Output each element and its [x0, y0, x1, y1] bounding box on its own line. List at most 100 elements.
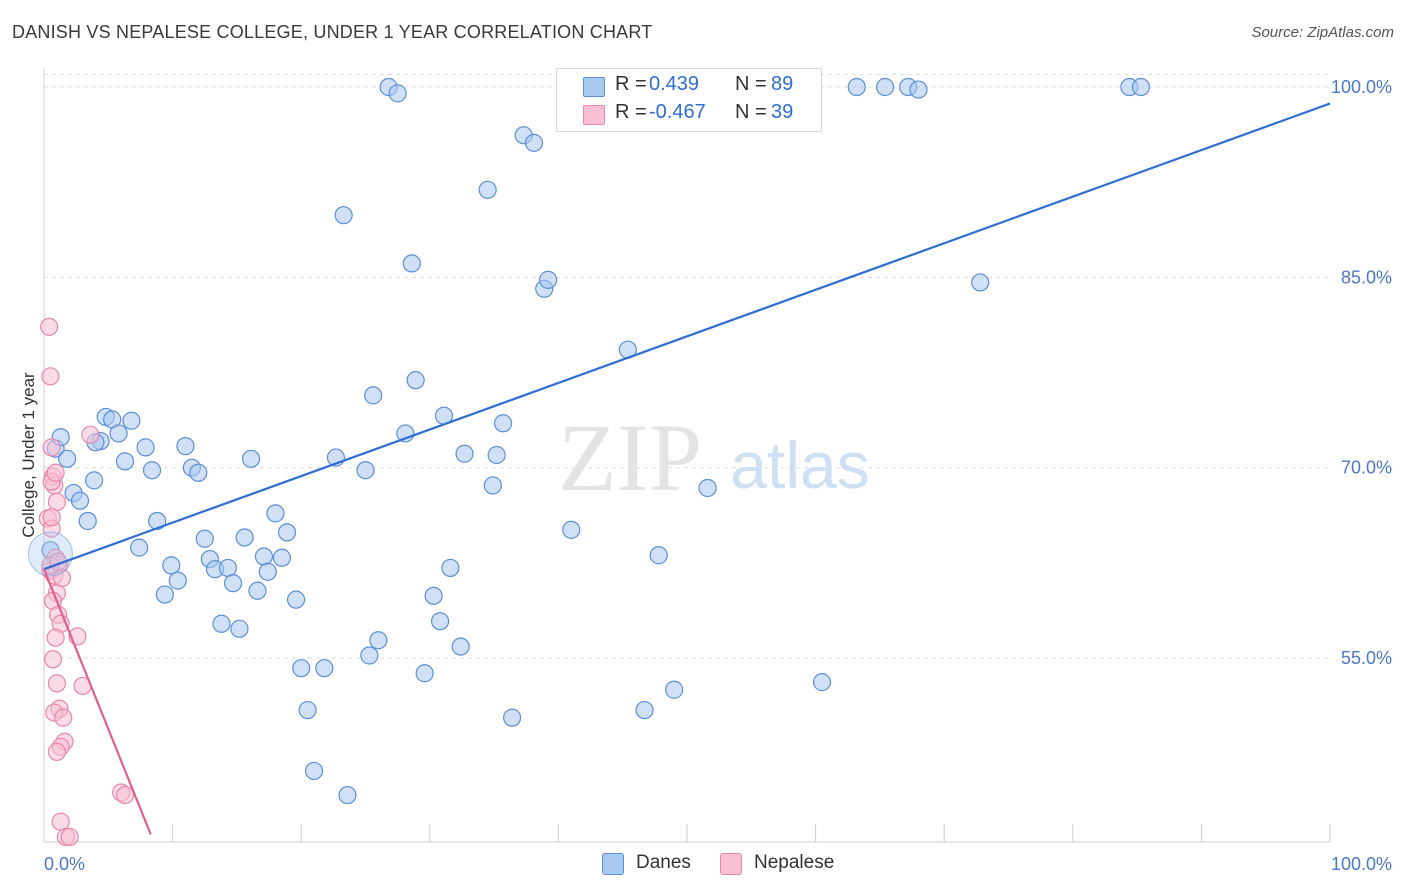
- danes-point: [524, 133, 544, 152]
- legend-r-label: R =: [615, 101, 647, 123]
- danes-point: [130, 538, 149, 557]
- danes-point: [85, 471, 104, 490]
- danes-point: [304, 761, 324, 781]
- danes-point: [441, 558, 460, 578]
- danes-point: [847, 77, 866, 97]
- danes-point: [483, 476, 502, 495]
- danes-point: [649, 546, 668, 565]
- stats-legend: R = 0.439 N = 89 R = -0.467 N = 39: [556, 68, 822, 132]
- danes-point: [338, 785, 357, 805]
- nepalese-point: [54, 708, 73, 727]
- danes-point: [286, 590, 306, 609]
- danes-point: [635, 700, 654, 720]
- danes-point: [698, 478, 717, 498]
- danes-point: [136, 438, 155, 457]
- nepalese-legend-swatch: [720, 853, 742, 875]
- danes-point: [162, 556, 181, 575]
- danes-point: [109, 424, 128, 443]
- nepalese-point: [47, 742, 66, 762]
- danes-point: [360, 646, 379, 665]
- danes-point: [235, 528, 254, 547]
- danes-point: [266, 504, 285, 523]
- danes-point: [971, 273, 990, 292]
- y-tick-label: 70.0%: [1341, 458, 1392, 478]
- danes-point: [148, 511, 167, 531]
- legend-n-value: 39: [771, 101, 794, 123]
- legend-row-danes: R = 0.439 N = 89: [557, 73, 821, 99]
- danes-point: [155, 585, 174, 604]
- legend-row-nepalese: R = -0.467 N = 39: [557, 101, 821, 127]
- danes-point: [168, 571, 187, 590]
- legend-n-label: N =: [735, 73, 767, 95]
- nepalese-point: [115, 785, 135, 805]
- danes-point: [115, 452, 135, 471]
- nepalese-point: [47, 492, 66, 512]
- danes-point: [58, 449, 77, 468]
- legend-r-label: R =: [615, 73, 647, 95]
- nepalese-point: [81, 425, 100, 444]
- danes-point: [430, 612, 450, 631]
- danes-point: [665, 680, 684, 699]
- danes-point: [455, 444, 474, 463]
- chart-title: DANISH VS NEPALESE COLLEGE, UNDER 1 YEAR…: [12, 22, 653, 42]
- nepalese-point: [51, 812, 70, 831]
- nepalese-point: [41, 367, 60, 386]
- nepalese-legend-label: Nepalese: [754, 852, 835, 873]
- danes-point: [364, 386, 383, 405]
- nepalese-point: [46, 463, 65, 482]
- danes-point: [212, 614, 231, 633]
- nepalese-swatch: [583, 105, 605, 125]
- danes-point: [241, 449, 261, 468]
- legend-n-value: 89: [771, 73, 794, 95]
- danes-point: [248, 581, 267, 600]
- danes-point: [1131, 77, 1151, 97]
- danes-point: [258, 562, 277, 581]
- danes-point: [78, 511, 97, 531]
- danes-point: [562, 520, 581, 539]
- watermark-zip: ZIP: [558, 404, 702, 511]
- danes-point: [356, 461, 375, 480]
- danes-point: [369, 631, 388, 650]
- danes-point: [142, 461, 162, 480]
- danes-point: [388, 84, 407, 103]
- danes-point: [189, 463, 208, 482]
- nepalese-point: [46, 628, 65, 647]
- danes-point: [254, 547, 274, 566]
- danes-point: [415, 664, 434, 683]
- danes-point: [503, 708, 522, 727]
- danes-point: [909, 80, 928, 99]
- danes-swatch: [583, 77, 605, 97]
- danes-point: [315, 659, 334, 678]
- danes-point: [218, 558, 237, 578]
- danes-point: [494, 414, 513, 433]
- nepalese-point: [60, 827, 79, 847]
- legend-n-label: N =: [735, 101, 767, 123]
- nepalese-point: [43, 650, 63, 669]
- danes-trend-line: [43, 102, 1331, 571]
- tick-labels: 55.0% 70.0% 85.0% 100.0% 0.0% 100.0%: [44, 77, 1392, 874]
- danes-point: [334, 206, 353, 225]
- legend-r-value: 0.439: [649, 73, 700, 95]
- data-points: [27, 77, 1151, 847]
- nepalese-point: [47, 674, 66, 693]
- danes-point: [875, 77, 895, 97]
- trend-lines: [42, 102, 1331, 835]
- axes: [43, 68, 1331, 843]
- danes-point: [298, 700, 317, 720]
- danes-point: [223, 574, 243, 593]
- y-tick-label: 85.0%: [1341, 267, 1392, 287]
- legend-r-value: -0.467: [649, 101, 706, 123]
- danes-point: [195, 529, 214, 548]
- danes-point: [539, 270, 558, 289]
- danes-cluster-point: [27, 531, 73, 577]
- danes-point: [424, 586, 443, 605]
- watermark: ZIP atlas: [558, 404, 870, 511]
- danes-point: [230, 619, 249, 638]
- nepalese-point: [42, 438, 61, 457]
- danes-point: [478, 180, 497, 199]
- y-axis-label: College, Under 1 year: [19, 372, 38, 538]
- source-label: Source: ZipAtlas.com: [1251, 24, 1394, 41]
- y-tick-label: 55.0%: [1341, 648, 1392, 668]
- danes-point: [292, 659, 311, 678]
